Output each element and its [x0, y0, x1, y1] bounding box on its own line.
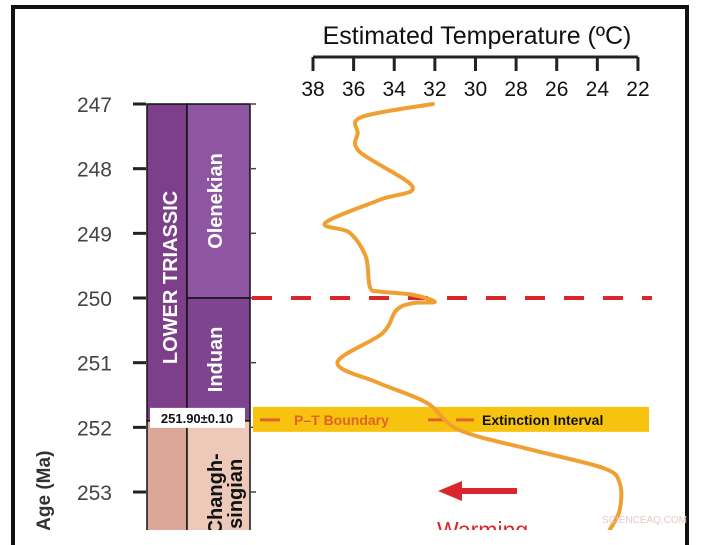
system-permian	[147, 421, 187, 530]
x-tick-label: 34	[383, 78, 407, 101]
x-tick-label: 26	[545, 78, 568, 101]
y-tick-label: 251	[77, 353, 112, 376]
warming-arrow-shaft	[458, 488, 517, 494]
warming-label: Warming	[437, 517, 528, 530]
temperature-curve	[324, 104, 621, 530]
stage-label: Changh-	[205, 453, 227, 530]
chart-title: Estimated Temperature (ºC)	[323, 22, 632, 50]
x-tick-label: 30	[464, 78, 487, 101]
x-tick-label: 32	[423, 78, 446, 101]
y-tick-label: 249	[77, 223, 112, 246]
y-axis-label: Age (Ma)	[34, 451, 55, 530]
stage-label: Olenekian	[205, 153, 227, 249]
x-tick-label: 36	[342, 78, 365, 101]
x-tick-label: 24	[586, 78, 610, 101]
pt-boundary-label: P–T Boundary	[294, 412, 389, 428]
y-tick-label: 252	[77, 417, 112, 440]
boundary-age-label: 251.90±0.10	[161, 411, 233, 426]
system-label: LOWER TRIASSIC	[160, 191, 182, 364]
y-tick-label: 253	[77, 482, 112, 505]
x-tick-label: 22	[626, 78, 649, 101]
y-tick-label: 248	[77, 159, 112, 182]
watermark: SCIENCEAQ.COM	[602, 515, 687, 526]
warming-arrow-head	[438, 481, 462, 501]
extinction-interval-label: Extinction Interval	[482, 412, 603, 428]
y-tick-label: 247	[77, 94, 112, 117]
stage-label-cont: singian	[225, 459, 247, 529]
chart: Estimated Temperature (ºC) 38 36 34 32 30 28 26…	[0, 0, 703, 530]
x-tick-label: 28	[504, 78, 527, 101]
x-tick-label: 38	[301, 78, 324, 101]
stage-label: Induan	[205, 327, 227, 393]
y-tick-label: 250	[77, 288, 112, 311]
